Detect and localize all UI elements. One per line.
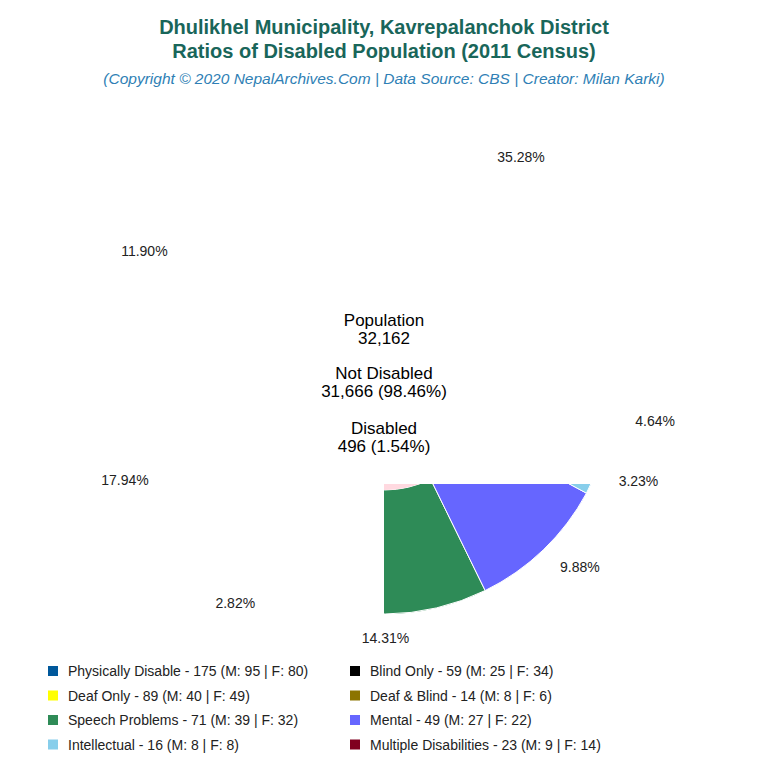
legend-label: Multiple Disabilities - 23 (M: 9 | F: 14… [370,737,601,753]
center-text: 496 (1.54%) [338,437,431,456]
center-disc [384,484,490,490]
legend-label: Speech Problems - 71 (M: 39 | F: 32) [68,712,298,728]
data-label: 4.64% [635,413,675,429]
title: Dhulikhel Municipality, Kavrepalanchok D… [159,16,609,38]
center-text: Disabled [351,419,417,438]
subtitle: (Copyright © 2020 NepalArchives.Com | Da… [103,70,664,87]
legend: Physically Disable - 175 (M: 95 | F: 80)… [48,663,601,753]
chart: Dhulikhel Municipality, Kavrepalanchok D… [0,0,768,768]
legend-label: Deaf Only - 89 (M: 40 | F: 49) [68,688,250,704]
data-labels: 35.28% 11.90% 17.94% 2.82% 14.31% 9.88% 3.23% 4… [101,149,675,646]
center-text: Not Disabled [335,364,432,383]
legend-swatch [350,666,360,676]
center-text: 32,162 [358,329,410,348]
data-label: 11.90% [121,243,167,259]
center-text: 31,666 (98.46%) [321,382,447,401]
legend-swatch [48,666,58,676]
legend-label: Intellectual - 16 (M: 8 | F: 8) [68,737,239,753]
legend-swatch [350,715,360,725]
legend-label: Mental - 49 (M: 27 | F: 22) [370,712,532,728]
title: Ratios of Disabled Population (2011 Cens… [172,40,595,62]
slice [477,484,604,493]
plot-area [384,484,614,614]
center-text: Population [344,311,424,330]
data-label: 3.23% [619,473,659,489]
legend-swatch [350,691,360,701]
legend-swatch [48,691,58,701]
legend-swatch [48,740,58,750]
data-label: 2.82% [215,595,255,611]
legend-swatch [48,715,58,725]
legend-label: Blind Only - 59 (M: 25 | F: 34) [370,663,553,679]
legend-swatch [350,740,360,750]
center-text-group: Population32,162 Not Disabled31,666 (98.4… [321,311,447,456]
legend-label: Deaf & Blind - 14 (M: 8 | F: 6) [370,688,552,704]
data-label: 9.88% [560,559,600,575]
data-label: 35.28% [497,149,544,165]
data-label: 17.94% [101,472,148,488]
legend-label: Physically Disable - 175 (M: 95 | F: 80) [68,663,308,679]
data-label: 14.31% [362,630,409,646]
